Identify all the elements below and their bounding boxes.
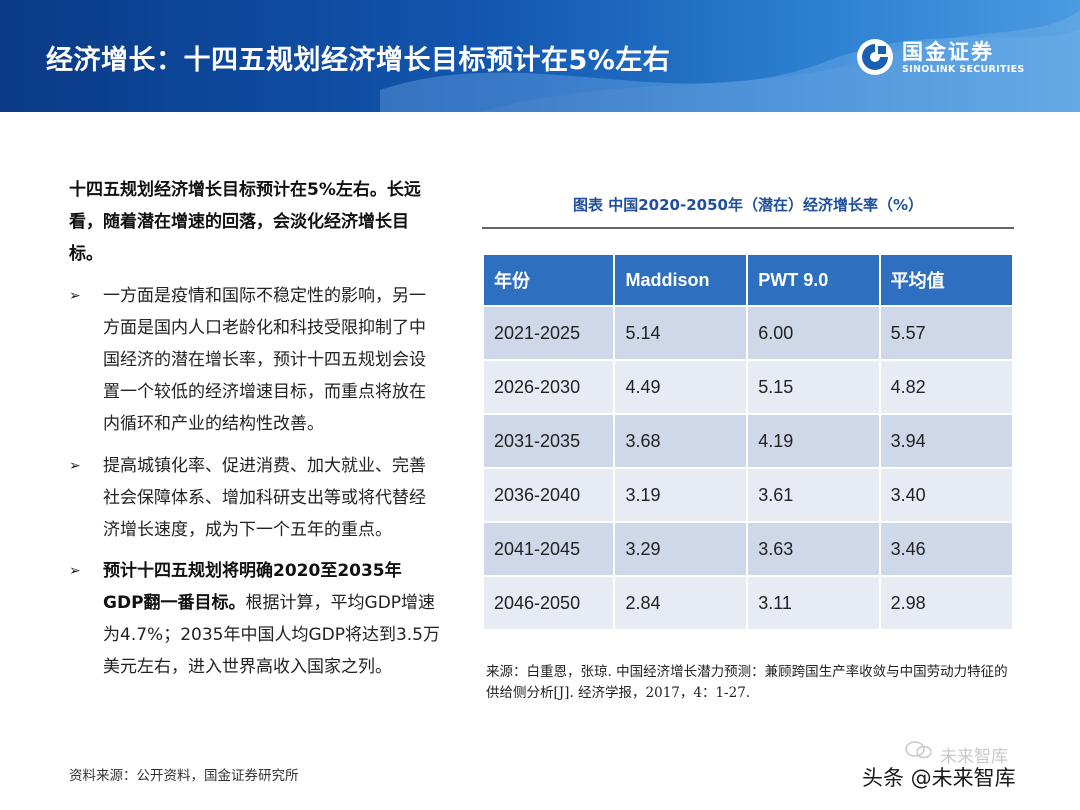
- table-cell: 2036-2040: [484, 469, 614, 521]
- table-cell: 5.57: [880, 307, 1012, 359]
- bullet-arrow-icon: ➢: [69, 288, 81, 304]
- table-cell: 3.68: [615, 415, 747, 467]
- bullet-text: 一方面是疫情和国际不稳定性的影响，另一方面是国内人口老龄化和科技受限抑制了中国经…: [103, 286, 426, 434]
- table-row: 2021-2025 5.14 6.00 5.57: [484, 307, 1012, 359]
- page-title: 经济增长：十四五规划经济增长目标预计在5%左右: [46, 45, 671, 76]
- lead-paragraph: 十四五规划经济增长目标预计在5%左右。长远看，随着潜在增速的回落，会淡化经济增长…: [69, 180, 421, 264]
- table-cell: 3.29: [615, 523, 747, 575]
- logo-mark-icon: [857, 39, 893, 75]
- table-cell: 2041-2045: [484, 523, 614, 575]
- table-cell: 2.98: [880, 577, 1012, 629]
- table-cell: 3.61: [748, 469, 879, 521]
- logo-text-cn: 国金证券: [902, 40, 994, 64]
- title-divider: [482, 227, 1014, 229]
- table-cell: 5.14: [615, 307, 747, 359]
- table-row: 2031-2035 3.68 4.19 3.94: [484, 415, 1012, 467]
- column-header: PWT 9.0: [748, 255, 879, 305]
- company-logo: 国金证券 SINOLINK SECURITIES: [856, 36, 1056, 80]
- wechat-icon: [905, 741, 932, 759]
- table-cell: 4.82: [880, 361, 1012, 413]
- table-cell: 3.63: [748, 523, 879, 575]
- table-row: 2041-2045 3.29 3.63 3.46: [484, 523, 1012, 575]
- table-cell: 5.15: [748, 361, 879, 413]
- watermark-main: 头条 @未来智库: [862, 766, 1016, 790]
- table-header-row: 年份 Maddison PWT 9.0 平均值: [484, 255, 1012, 305]
- bullet-text: 提高城镇化率、促进消费、加大就业、完善社会保障体系、增加科研支出等或将代替经济增…: [103, 456, 426, 540]
- table-row: 2046-2050 2.84 3.11 2.98: [484, 577, 1012, 629]
- bullet-text: 根据计算，平均GDP增速为4.7%；2035年中国人均GDP将达到3.5万美元左…: [103, 593, 441, 677]
- table-row: 2036-2040 3.19 3.61 3.40: [484, 469, 1012, 521]
- bullet-item: ➢ 提高城镇化率、促进消费、加大就业、完善社会保障体系、增加科研支出等或将代替经…: [69, 450, 441, 546]
- table-cell: 2021-2025: [484, 307, 614, 359]
- logo-text-en: SINOLINK SECURITIES: [902, 64, 1025, 75]
- table-cell: 2031-2035: [484, 415, 614, 467]
- table-cell: 4.19: [748, 415, 879, 467]
- growth-rate-table: 年份 Maddison PWT 9.0 平均值 2021-2025 5.14 6…: [482, 253, 1014, 631]
- table-cell: 6.00: [748, 307, 879, 359]
- table-cell: 3.94: [880, 415, 1012, 467]
- source-note: 资料来源：公开资料，国金证券研究所: [69, 768, 299, 784]
- bullet-bold-text: 预计十四五规划将明确2020至2035年GDP翻一番目标。: [103, 561, 402, 613]
- bullet-item: ➢ 一方面是疫情和国际不稳定性的影响，另一方面是国内人口老龄化和科技受限抑制了中…: [69, 280, 441, 440]
- column-header: 平均值: [880, 255, 1012, 305]
- bullet-arrow-icon: ➢: [69, 458, 81, 474]
- table-source-note: 来源：白重恩，张琼. 中国经济增长潜力预测：兼顾跨国生产率收敛与中国劳动力特征的…: [486, 664, 1008, 701]
- column-header: 年份: [484, 255, 614, 305]
- wave-decoration: [380, 10, 1080, 112]
- table-cell: 2046-2050: [484, 577, 614, 629]
- table-cell: 3.46: [880, 523, 1012, 575]
- header-banner: 经济增长：十四五规划经济增长目标预计在5%左右 国金证券 SINOLINK SE…: [0, 0, 1080, 112]
- table-title: 图表 中国2020-2050年（潜在）经济增长率（%）: [573, 196, 923, 214]
- table-cell: 3.19: [615, 469, 747, 521]
- table-row: 2026-2030 4.49 5.15 4.82: [484, 361, 1012, 413]
- bullet-arrow-icon: ➢: [69, 563, 81, 579]
- bullet-text-container: 预计十四五规划将明确2020至2035年GDP翻一番目标。根据计算，平均GDP增…: [103, 555, 441, 683]
- table-cell: 4.49: [615, 361, 747, 413]
- table-cell: 2026-2030: [484, 361, 614, 413]
- table-cell: 3.11: [748, 577, 879, 629]
- table-cell: 3.40: [880, 469, 1012, 521]
- bullet-item: ➢ 预计十四五规划将明确2020至2035年GDP翻一番目标。根据计算，平均GD…: [69, 555, 441, 683]
- table-cell: 2.84: [615, 577, 747, 629]
- watermark-small: 未来智库: [940, 747, 1008, 767]
- column-header: Maddison: [615, 255, 747, 305]
